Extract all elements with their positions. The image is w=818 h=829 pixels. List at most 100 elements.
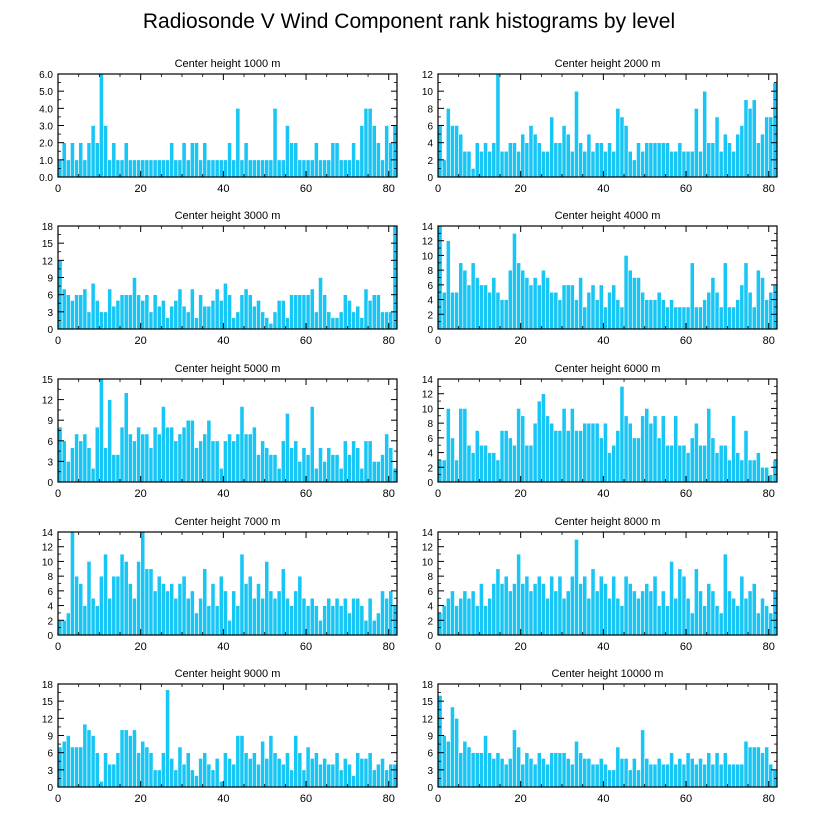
histogram-bar [82,605,88,636]
histogram-bar [590,422,596,483]
histogram-bar [760,752,765,788]
histogram-bar [565,284,571,330]
histogram-bar [231,763,237,788]
histogram-bar [132,159,137,178]
histogram-bar [301,769,307,788]
histogram-bar [297,461,303,483]
histogram-bar [140,531,146,636]
histogram-bar [351,311,356,330]
histogram-bar [545,763,550,788]
histogram-bar [198,159,203,178]
histogram-bar [768,763,774,788]
histogram-bar [760,466,765,483]
histogram-bar [264,447,270,483]
histogram-bar [388,590,394,636]
histogram-bar [594,299,600,330]
histogram-bar [115,575,121,636]
x-tick-label: 0 [435,641,441,653]
histogram-bar [450,125,455,178]
histogram-bar [528,284,534,330]
histogram-bar [694,108,699,178]
histogram-bar [619,758,625,788]
histogram-bar [727,306,732,330]
histogram-bar [483,284,488,330]
histogram-bar [90,597,96,636]
histogram-bar [445,240,451,330]
histogram-bar [561,408,567,483]
histogram-bar [516,262,521,330]
histogram-bar [549,752,555,788]
histogram-panel-8: Center height 8000 m 0 20 40 60 80 0 2 4 6 8 10 12 14 [422,516,778,653]
histogram-bar [206,605,212,636]
histogram-bar [74,746,79,788]
histogram-bar [462,590,468,636]
histogram-bar [619,605,625,636]
histogram-bar [309,288,315,330]
histogram-bar [268,159,274,178]
x-tick-label: 20 [515,641,527,653]
histogram-bar [507,269,513,330]
histogram-bar [384,597,390,636]
y-tick-label: 0 [47,325,53,336]
histogram-bar [330,142,336,178]
histogram-bar [140,433,146,483]
histogram-bar [103,447,108,483]
histogram-bar [384,433,390,483]
histogram-bar [669,150,674,178]
histogram-bar [161,300,166,330]
histogram-bar [673,763,679,788]
histogram-bar [454,459,459,483]
histogram-bar [351,440,356,483]
histogram-bar [243,433,249,483]
histogram-bar [342,440,348,483]
histogram-bar [223,440,228,483]
histogram-bar [297,294,303,330]
y-tick-label: 10 [422,87,434,98]
histogram-bar [545,597,550,636]
histogram-bar [582,758,588,788]
panel-title: Center height 4000 m [555,210,661,222]
histogram-bar [541,269,546,330]
x-tick-label: 20 [515,335,527,347]
histogram-bar [615,299,621,330]
histogram-bar [499,150,505,178]
histogram-bar [268,735,274,788]
histogram-bar [623,575,629,636]
histogram-bar [334,317,340,330]
histogram-bar [681,444,687,483]
histogram-bar [119,729,125,788]
histogram-bar [561,284,567,330]
histogram-bar [487,291,493,330]
x-tick-label: 0 [55,488,61,500]
histogram-bar [524,444,530,483]
histogram-bar [677,758,683,788]
histogram-bar [165,317,170,330]
histogram-panel-5: Center height 5000 m 0 20 40 60 80 0 3 6 9 12 15 [42,363,398,500]
histogram-bar [454,125,459,178]
histogram-bar [194,447,199,483]
histogram-bar [144,433,150,483]
histogram-bar [144,294,150,330]
histogram-bar [743,740,749,788]
histogram-bar [61,619,67,636]
histogram-bar [714,452,720,483]
histogram-bar [86,561,92,636]
histogram-bar [206,159,212,178]
histogram-bar [652,763,658,788]
histogram-bar [227,294,232,330]
histogram-bar [185,159,191,178]
histogram-bar [458,408,464,483]
histogram-bar [115,300,121,330]
histogram-bar [520,583,526,636]
histogram-bar [751,746,757,788]
x-tick-label: 60 [680,335,692,347]
histogram-bar [334,752,340,788]
histogram-bar [619,386,625,483]
histogram-bar [371,619,377,636]
histogram-bar [252,426,257,483]
histogram-bar [264,758,270,788]
y-tick-label: 12 [422,714,434,725]
y-tick-label: 9 [427,732,433,743]
histogram-bar [694,306,699,330]
histogram-bar [751,459,757,483]
